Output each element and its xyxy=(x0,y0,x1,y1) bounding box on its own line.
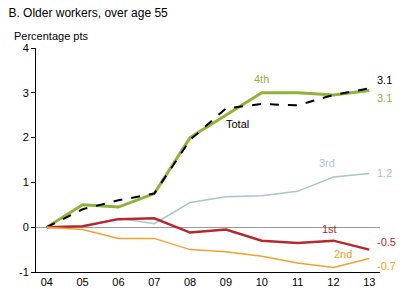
svg-text:3.1: 3.1 xyxy=(377,74,392,86)
svg-text:12: 12 xyxy=(327,276,339,288)
svg-text:04: 04 xyxy=(41,276,53,288)
svg-text:Percentage pts: Percentage pts xyxy=(14,30,88,42)
svg-text:3: 3 xyxy=(23,87,29,99)
svg-text:11: 11 xyxy=(292,276,303,288)
svg-text:B. Older workers, over age 55: B. Older workers, over age 55 xyxy=(8,6,168,20)
svg-text:4th: 4th xyxy=(254,73,269,85)
svg-text:0: 0 xyxy=(23,221,29,233)
svg-text:2: 2 xyxy=(23,131,29,143)
svg-text:10: 10 xyxy=(256,276,268,288)
svg-text:05: 05 xyxy=(76,276,88,288)
svg-text:1st: 1st xyxy=(322,223,337,235)
svg-text:-1: -1 xyxy=(19,266,29,278)
svg-text:07: 07 xyxy=(148,276,160,288)
svg-text:09: 09 xyxy=(220,276,232,288)
svg-text:13: 13 xyxy=(363,276,375,288)
svg-text:-0.7: -0.7 xyxy=(377,260,396,272)
svg-text:4: 4 xyxy=(23,42,29,54)
svg-text:06: 06 xyxy=(112,276,124,288)
svg-text:08: 08 xyxy=(184,276,196,288)
svg-text:1: 1 xyxy=(23,176,29,188)
svg-text:Total: Total xyxy=(226,118,249,130)
svg-text:-0.5: -0.5 xyxy=(377,236,396,248)
svg-text:3rd: 3rd xyxy=(319,157,335,169)
svg-text:1.2: 1.2 xyxy=(377,167,392,179)
svg-text:3.1: 3.1 xyxy=(377,92,392,104)
svg-text:2nd: 2nd xyxy=(334,248,352,260)
